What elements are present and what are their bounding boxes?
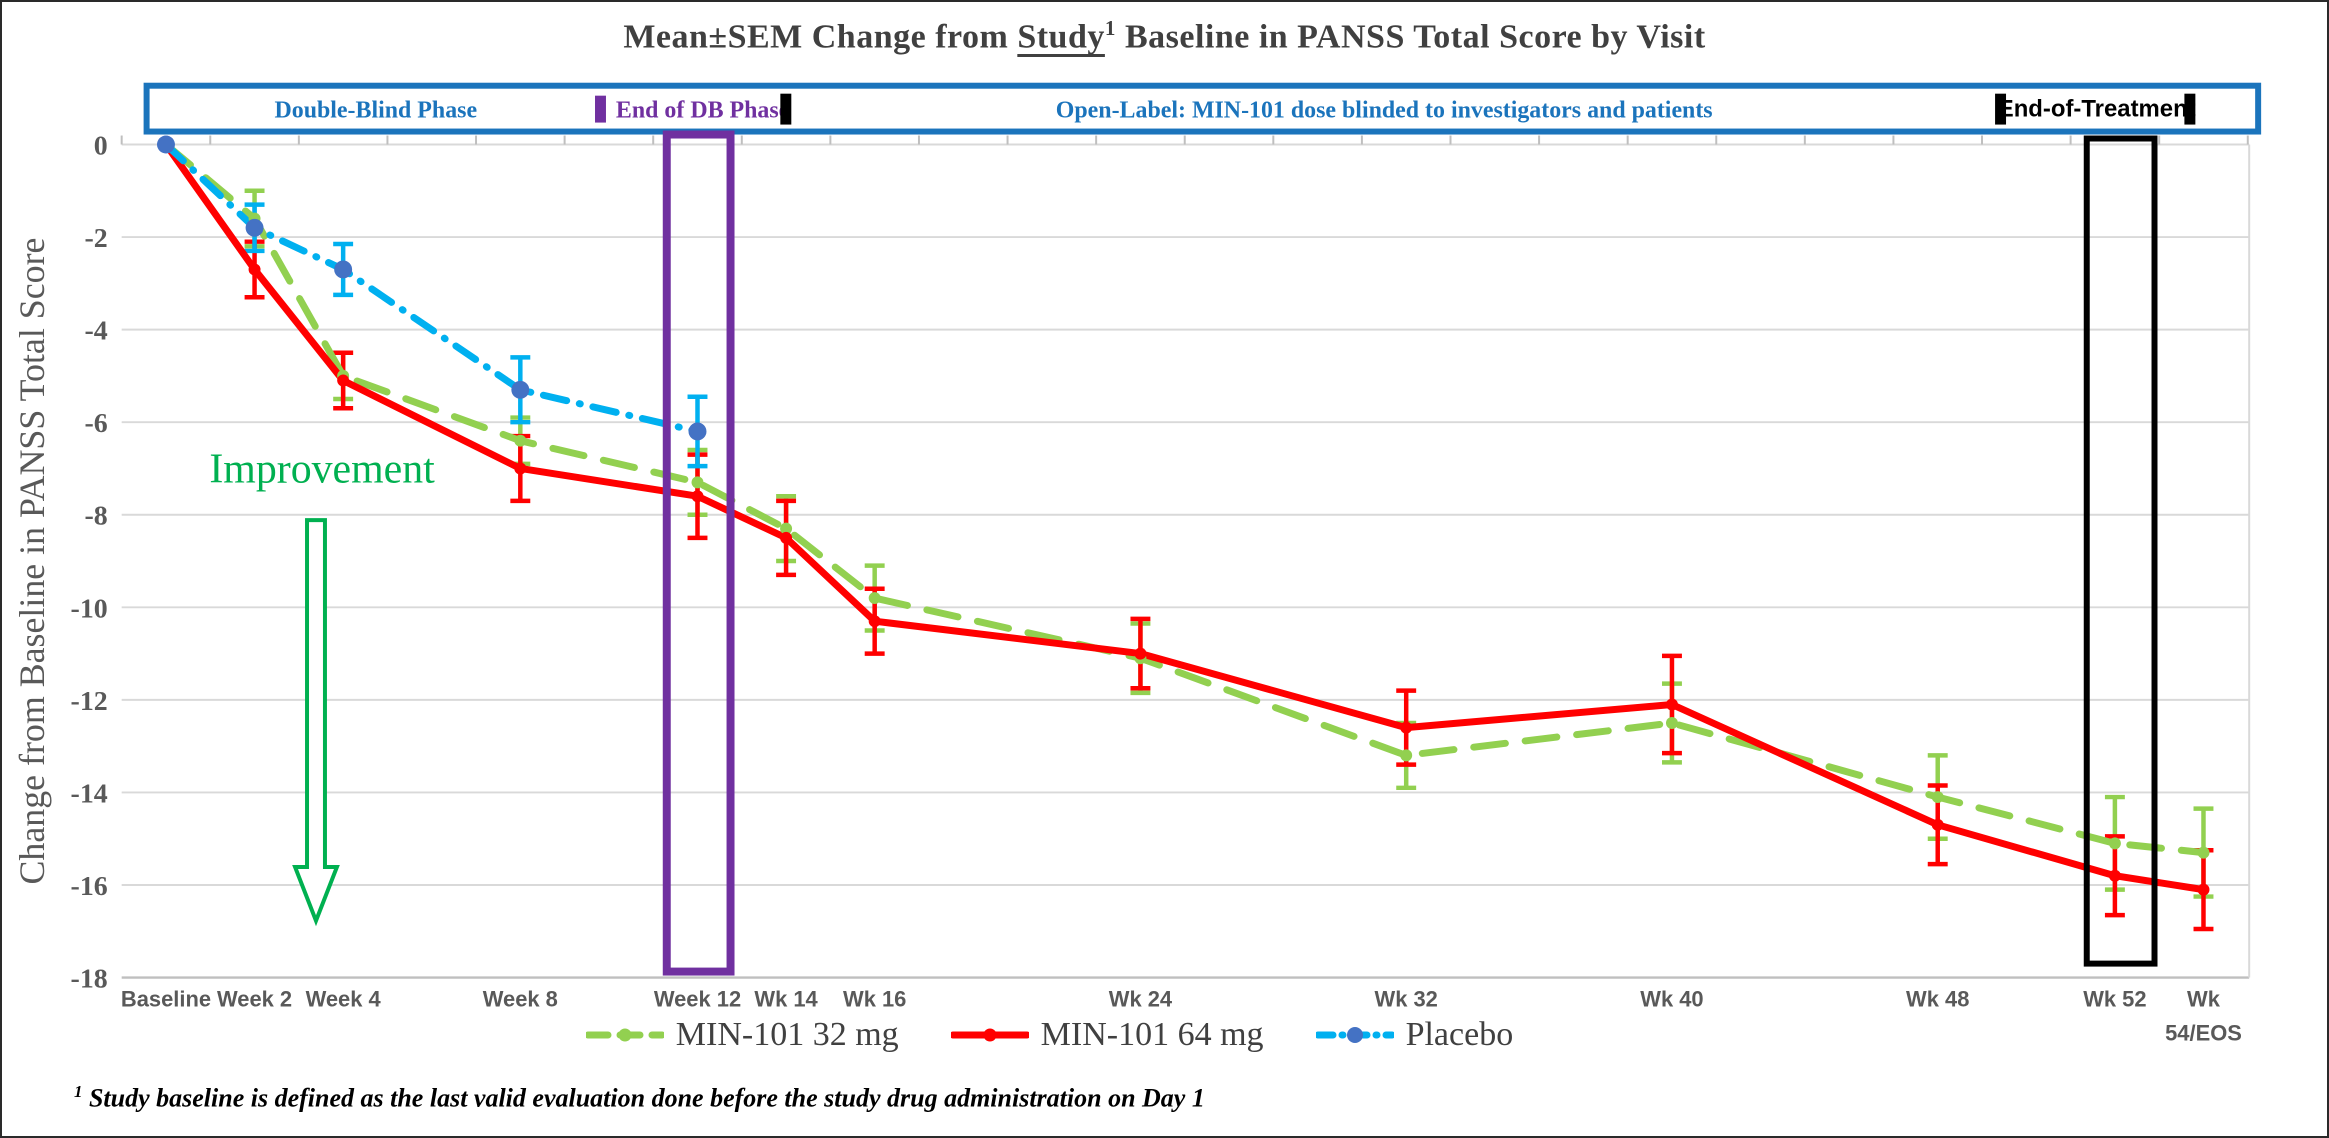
data-point-marker [1400,721,1413,734]
title-part-1: Mean±SEM Change from [623,18,1018,56]
data-point-marker [2197,883,2210,896]
x-axis-category-label: Wk 40 [1640,986,1703,1011]
open-label-phase-label: Open-Label: MIN-101 dose blinded to inve… [1056,98,1713,124]
data-point-marker [1931,818,1944,831]
x-axis-category-label: Baseline [121,986,211,1011]
x-axis-category-label: Wk 52 [2083,986,2146,1011]
data-point-marker [334,260,353,279]
legend-swatch-min-101-64-mg [950,1028,1029,1042]
end-of-treatment-box [2083,135,2158,967]
legend-swatch-placebo [1315,1027,1394,1043]
data-point-marker [511,380,530,399]
legend-marker-sample [1346,1027,1363,1043]
x-axis-category-label: Wk 24 [1109,986,1173,1011]
footnote-text: Study baseline is defined as the last va… [82,1083,1205,1113]
y-axis-tick-label: -18 [71,964,108,995]
title-part-3: Baseline in PANSS Total Score by Visit [1115,18,1706,56]
footnote-superscript: 1 [74,1082,83,1101]
series-line-min-101-32-mg [162,141,2207,857]
y-axis-tick-label: -2 [84,223,107,254]
title-study-underlined: Study [1017,18,1105,56]
data-point-marker [780,531,793,544]
data-point-marker [688,422,707,441]
data-point-marker [2197,846,2210,859]
improvement-down-arrow [292,518,340,927]
data-point-marker [248,263,261,276]
x-axis-category-label: Wk 14 [754,986,818,1011]
x-axis-category-label: Wk 32 [1375,986,1438,1011]
end-of-treatment-label: End-of-Treatment [1998,96,2196,123]
y-axis-tick-label: 0 [94,130,108,161]
markers-placebo [157,135,707,441]
markers-min-101-64-mg [159,138,2210,896]
y-axis-tick-label: -6 [84,408,107,439]
end-db-left-bar [595,95,606,123]
x-axis-category-label: Wk 16 [843,986,906,1011]
y-axis-title: Change from Baseline in PANSS Total Scor… [12,238,52,885]
legend-label: MIN-101 32 mg [675,1016,899,1053]
data-point-marker [514,462,527,475]
data-point-marker [1931,791,1944,804]
data-point-marker [1400,749,1413,762]
data-point-marker [2108,869,2121,882]
y-axis-tick-label: -16 [71,871,108,902]
data-point-marker [1134,647,1147,660]
improvement-label: Improvement [209,446,435,492]
end-db-right-bar [780,93,792,125]
end-of-db-phase-box [662,130,735,976]
legend-label: Placebo [1405,1016,1514,1053]
legend-item-placebo: Placebo [1315,1016,1514,1054]
y-axis-tick-label: -10 [71,593,108,624]
chart-legend: MIN-101 32 mg MIN-101 64 mg Placebo [2,1016,2097,1054]
title-superscript: 1 [1104,16,1116,40]
plot-area: 0 -2 -4 -6 -8 -10 -12 -14 -16 -18 Improvement Basel… [71,130,2251,1045]
error-bars-min-101-32-mg [244,188,2214,899]
series-line-min-101-64-mg [162,141,2207,894]
data-point-marker [337,374,350,387]
x-axis-category-label: Wk 48 [1906,986,1969,1011]
data-point-marker [691,476,704,489]
data-point-marker [514,434,527,447]
legend-marker-sample [983,1028,997,1042]
data-point-marker [780,522,793,535]
legend-marker-sample [618,1028,632,1042]
y-axis-tick-label: -14 [71,778,108,809]
phase-banner-border [143,82,2262,135]
data-point-marker [868,615,881,628]
data-point-marker [2108,837,2121,850]
chart-title: Mean±SEM Change from Study1 Baseline in … [2,16,2327,56]
end-of-db-phase-label: End of DB Phase [616,98,789,124]
data-point-marker [1665,717,1678,729]
markers-min-101-32-mg [159,138,2210,859]
eot-left-bar [1995,93,2007,125]
x-axis-category-label: Week 4 [306,986,382,1011]
legend-item-min-101-64-mg: MIN-101 64 mg [950,1016,1264,1054]
y-axis-tick-label: -12 [71,686,108,717]
legend-item-min-101-32-mg: MIN-101 32 mg [585,1016,899,1054]
double-blind-phase-label: Double-Blind Phase [274,98,477,124]
x-axis-category-label: Week 8 [483,986,558,1011]
phase-banner: Double-Blind Phase End of DB Phase Open-… [143,82,2262,135]
eot-right-bar [2184,93,2196,125]
series-line-placebo [162,141,701,435]
x-axis-category-label: Wk 54/EOS [2165,986,2242,1045]
y-axis-tick-label: -8 [84,501,107,532]
x-axis-category-label: Week 2 [217,986,292,1011]
x-axis-category-label: Week 12 [654,986,741,1011]
error-bars-min-101-64-mg [244,239,2214,932]
data-point-marker [157,135,175,154]
data-point-marker [868,592,881,605]
data-point-marker [691,490,704,503]
data-point-marker [1665,698,1678,711]
footnote: 1 Study baseline is defined as the last … [74,1082,1205,1114]
y-axis-tick-label: -4 [84,316,107,347]
legend-swatch-min-101-32-mg [585,1028,664,1042]
data-point-marker [245,218,264,237]
legend-label: MIN-101 64 mg [1040,1016,1264,1053]
